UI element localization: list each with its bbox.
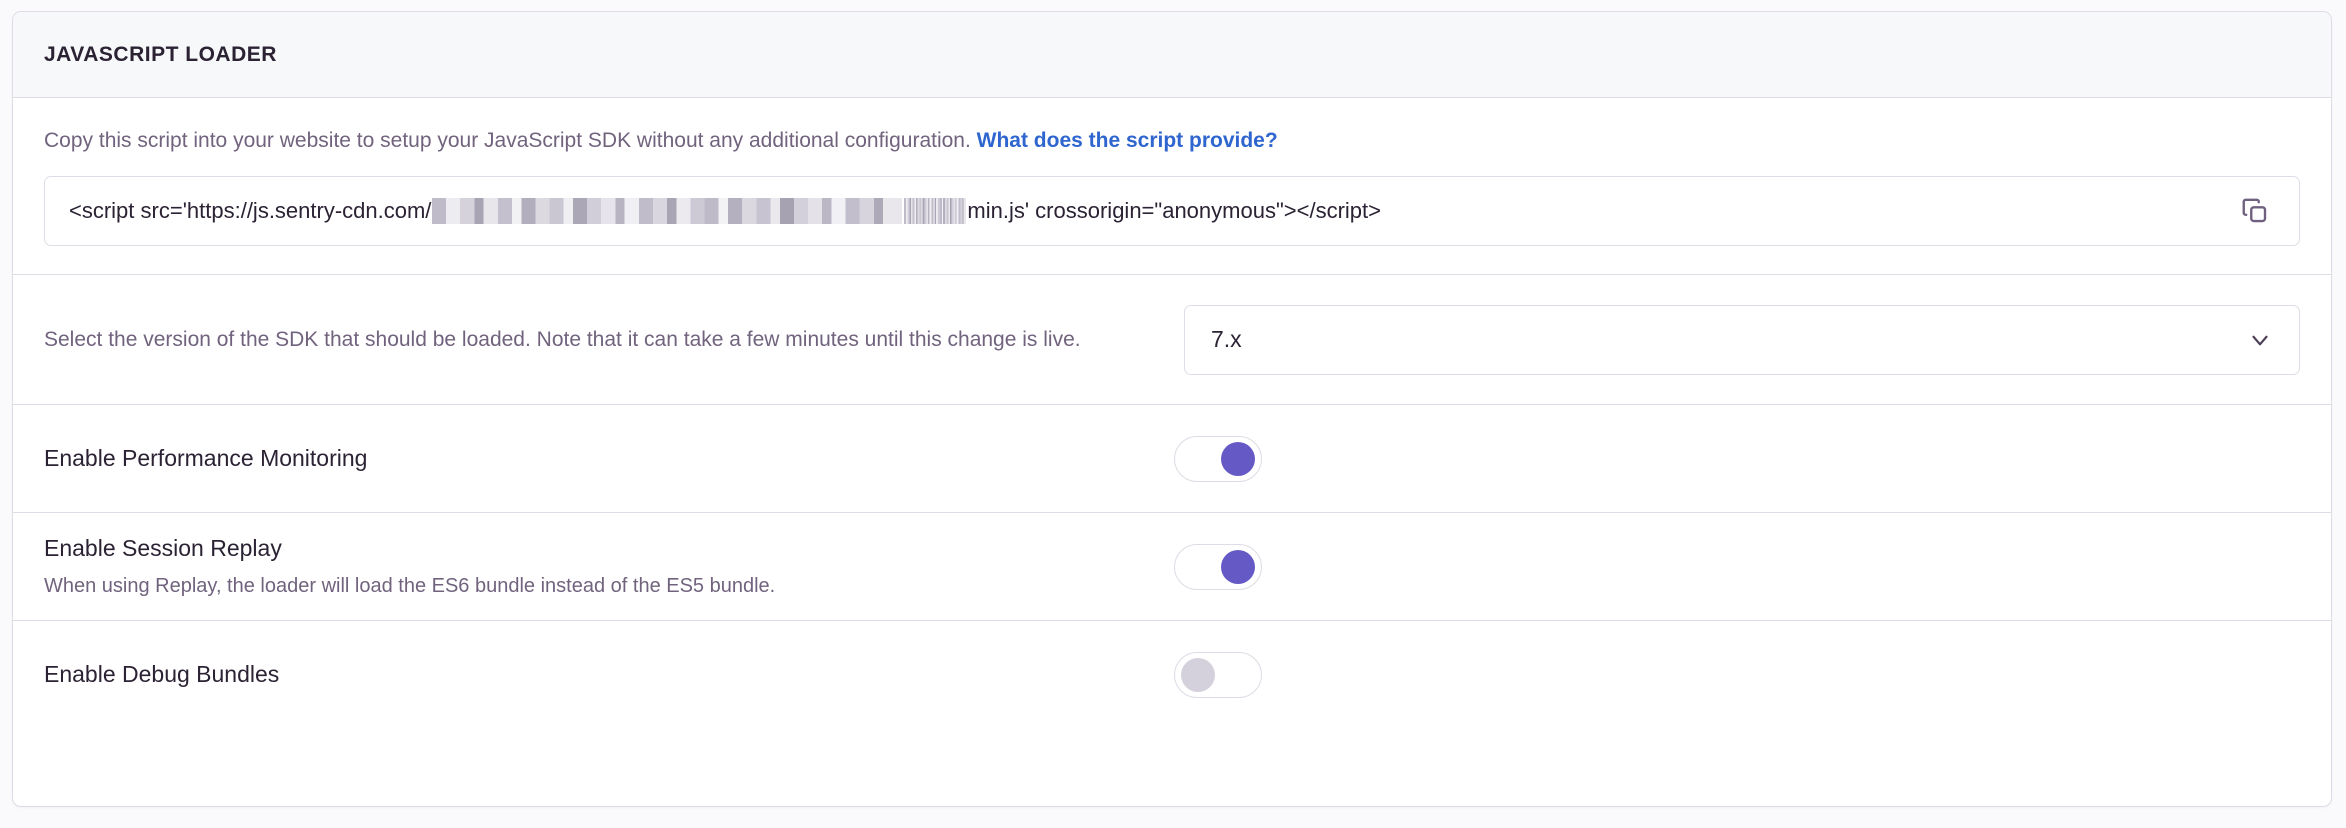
- sdk-version-select[interactable]: 7.x: [1184, 304, 2300, 375]
- toggle-knob: [1221, 549, 1255, 584]
- toggle-performance-monitoring[interactable]: [1174, 435, 1262, 482]
- sdk-version-description: Select the version of the SDK that shoul…: [44, 328, 1081, 352]
- toggle-row-session-replay: Enable Session Replay When using Replay,…: [13, 513, 2331, 622]
- toggle-label-session-replay: Enable Session Replay: [44, 534, 282, 561]
- what-does-the-script-provide-link[interactable]: What does the script provide?: [976, 129, 1278, 152]
- toggle-knob: [1221, 441, 1255, 476]
- toggle-knob: [1181, 658, 1215, 693]
- toggle-row-debug-bundles: Enable Debug Bundles: [13, 621, 2331, 729]
- javascript-loader-panel: JAVASCRIPT LOADER Copy this script into …: [12, 11, 2332, 807]
- chevron-down-icon: [2247, 327, 2273, 353]
- panel-header: JAVASCRIPT LOADER: [13, 12, 2331, 98]
- toggle-labels: Enable Performance Monitoring: [44, 444, 1174, 474]
- page-title: JAVASCRIPT LOADER: [44, 42, 277, 66]
- script-description: Copy this script into your website to se…: [44, 126, 2300, 156]
- sdk-version-section: Select the version of the SDK that shoul…: [13, 275, 2331, 406]
- toggle-help-session-replay: When using Replay, the loader will load …: [44, 574, 776, 597]
- redacted-public-key: [432, 198, 903, 225]
- toggle-row-performance-monitoring: Enable Performance Monitoring: [13, 405, 2331, 514]
- script-section: Copy this script into your website to se…: [13, 98, 2331, 276]
- toggle-label-performance-monitoring: Enable Performance Monitoring: [44, 444, 368, 471]
- script-code-prefix: <script src='https://js.sentry-cdn.com/: [69, 198, 432, 224]
- sdk-version-selected-value: 7.x: [1211, 326, 1242, 353]
- redacted-loader-hash: [904, 198, 967, 225]
- copy-icon[interactable]: [2235, 191, 2275, 231]
- script-code-field[interactable]: <script src='https://js.sentry-cdn.com/ …: [44, 176, 2300, 247]
- script-code-text: <script src='https://js.sentry-cdn.com/ …: [69, 198, 2223, 225]
- toggle-labels: Enable Session Replay When using Replay,…: [44, 534, 1174, 600]
- script-description-text: Copy this script into your website to se…: [44, 129, 971, 152]
- toggle-debug-bundles[interactable]: [1174, 652, 1262, 699]
- toggle-labels: Enable Debug Bundles: [44, 660, 1174, 690]
- toggle-label-debug-bundles: Enable Debug Bundles: [44, 661, 280, 688]
- script-code-suffix: min.js' crossorigin="anonymous"></script…: [967, 198, 1381, 224]
- toggle-session-replay[interactable]: [1174, 543, 1262, 590]
